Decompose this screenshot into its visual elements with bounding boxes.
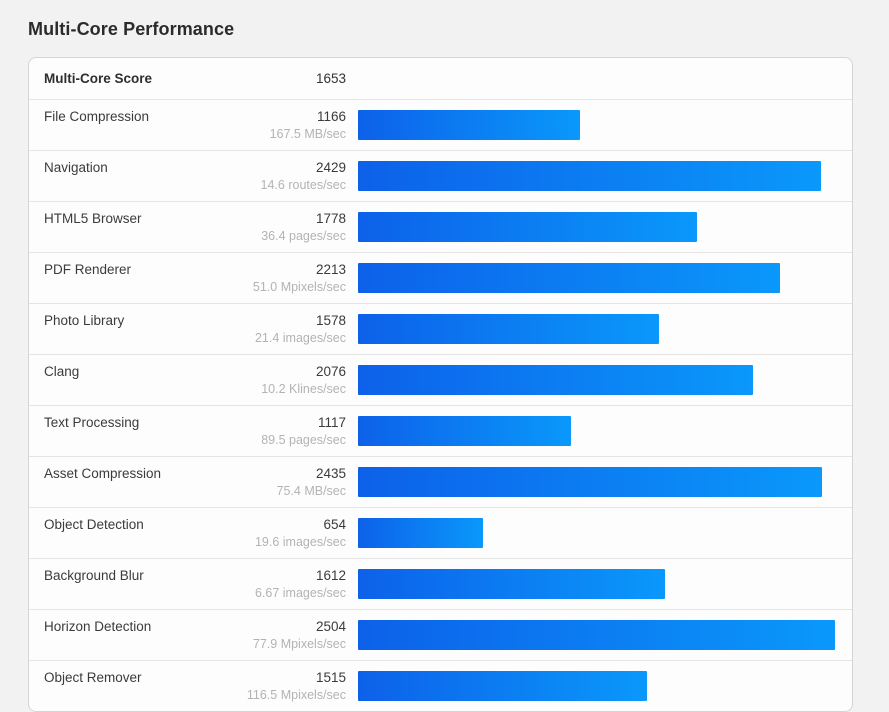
benchmark-score: 1778 xyxy=(315,211,346,226)
score-bar xyxy=(358,212,697,242)
benchmark-score: 1117 xyxy=(317,415,346,430)
benchmark-name: Navigation xyxy=(44,160,108,175)
benchmark-rate: 6.67 images/sec xyxy=(254,586,346,600)
score-block: 2076 10.2 Klines/sec xyxy=(29,364,346,396)
benchmark-score: 1166 xyxy=(316,109,346,124)
score-block: 1778 36.4 pages/sec xyxy=(29,211,346,243)
score-bar xyxy=(358,314,659,344)
score-block: 1166 167.5 MB/sec xyxy=(29,109,346,141)
benchmark-name: Text Processing xyxy=(44,415,140,430)
benchmark-rate: 116.5 Mpixels/sec xyxy=(246,688,346,702)
score-bar xyxy=(358,161,821,191)
benchmark-rate: 77.9 Mpixels/sec xyxy=(252,637,346,651)
benchmark-name: Background Blur xyxy=(44,568,144,583)
benchmark-name: PDF Renderer xyxy=(44,262,132,277)
benchmark-row: Asset Compression 2435 75.4 MB/sec xyxy=(29,456,852,507)
benchmark-score: 2504 xyxy=(315,619,346,634)
benchmark-row: Navigation 2429 14.6 routes/sec xyxy=(29,150,852,201)
benchmark-name: Clang xyxy=(44,364,80,379)
benchmark-row: Horizon Detection 2504 77.9 Mpixels/sec xyxy=(29,609,852,660)
score-bar xyxy=(358,620,835,650)
benchmark-row: File Compression 1166 167.5 MB/sec xyxy=(29,99,852,150)
page-title: Multi-Core Performance xyxy=(28,19,235,39)
benchmark-row: Background Blur 1612 6.67 images/sec xyxy=(29,558,852,609)
benchmark-rate: 167.5 MB/sec xyxy=(269,127,346,141)
benchmark-score: 1515 xyxy=(315,670,346,685)
benchmark-rate: 21.4 images/sec xyxy=(254,331,346,345)
benchmark-score: 2213 xyxy=(315,262,346,277)
score-bar xyxy=(358,467,822,497)
benchmark-rate: 75.4 MB/sec xyxy=(276,484,346,498)
score-block: 1515 116.5 Mpixels/sec xyxy=(29,670,346,702)
score-bar xyxy=(358,263,780,293)
score-bar xyxy=(358,416,571,446)
benchmark-row: Object Detection 654 19.6 images/sec xyxy=(29,507,852,558)
benchmark-score: 1578 xyxy=(315,313,346,328)
score-bar xyxy=(358,569,665,599)
score-block: 2435 75.4 MB/sec xyxy=(29,466,346,498)
score-block: 2213 51.0 Mpixels/sec xyxy=(29,262,346,294)
benchmark-name: Horizon Detection xyxy=(44,619,152,634)
benchmark-row: PDF Renderer 2213 51.0 Mpixels/sec xyxy=(29,252,852,303)
benchmark-score: 2076 xyxy=(315,364,346,379)
benchmark-row: Photo Library 1578 21.4 images/sec xyxy=(29,303,852,354)
benchmark-name: Photo Library xyxy=(44,313,125,328)
benchmark-score: 1612 xyxy=(315,568,346,583)
benchmark-rate: 36.4 pages/sec xyxy=(261,229,346,243)
benchmark-name: Asset Compression xyxy=(44,466,162,481)
score-bar xyxy=(358,110,580,140)
score-block: 1578 21.4 images/sec xyxy=(29,313,346,345)
benchmark-score: 2429 xyxy=(315,160,346,175)
benchmark-score: 2435 xyxy=(315,466,346,481)
score-block: 1117 89.5 pages/sec xyxy=(29,415,346,447)
score-bar xyxy=(358,365,753,395)
summary-row: Multi-Core Score 1653 xyxy=(29,58,852,99)
score-block: 654 19.6 images/sec xyxy=(29,517,346,549)
benchmark-rate: 14.6 routes/sec xyxy=(260,178,346,192)
benchmark-score: 654 xyxy=(323,517,346,532)
score-bar xyxy=(358,671,647,701)
benchmark-name: HTML5 Browser xyxy=(44,211,142,226)
benchmark-name: File Compression xyxy=(44,109,150,124)
benchmark-rate: 89.5 pages/sec xyxy=(261,433,346,447)
benchmark-row: Clang 2076 10.2 Klines/sec xyxy=(29,354,852,405)
score-block: 2504 77.9 Mpixels/sec xyxy=(29,619,346,651)
summary-score: 1653 xyxy=(315,71,346,86)
summary-label: Multi-Core Score xyxy=(44,71,153,86)
score-block: 1612 6.67 images/sec xyxy=(29,568,346,600)
benchmark-results-card: Multi-Core Score 1653 File Compression 1… xyxy=(28,57,853,712)
benchmark-rate: 19.6 images/sec xyxy=(254,535,346,549)
benchmark-rate: 10.2 Klines/sec xyxy=(261,382,346,396)
score-block: 2429 14.6 routes/sec xyxy=(29,160,346,192)
benchmark-rate: 51.0 Mpixels/sec xyxy=(252,280,346,294)
benchmark-row: HTML5 Browser 1778 36.4 pages/sec xyxy=(29,201,852,252)
benchmark-name: Object Detection xyxy=(44,517,144,532)
benchmark-name: Object Remover xyxy=(44,670,142,685)
benchmark-row: Text Processing 1117 89.5 pages/sec xyxy=(29,405,852,456)
benchmark-rows: File Compression 1166 167.5 MB/sec Navig… xyxy=(29,99,852,711)
score-bar xyxy=(358,518,483,548)
